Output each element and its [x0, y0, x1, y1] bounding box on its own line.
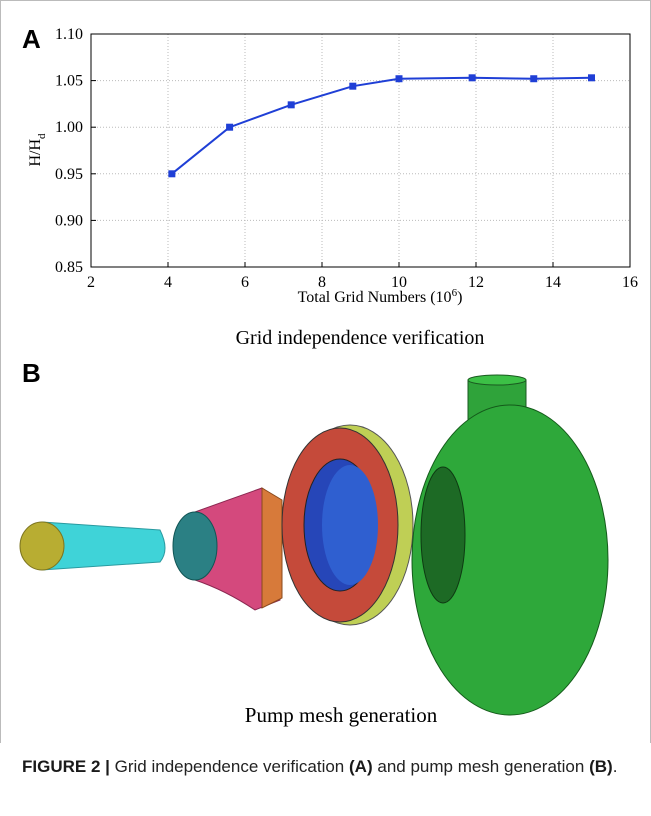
y-axis-label-text: H/H — [27, 139, 44, 167]
y-tick-label: 0.95 — [55, 166, 83, 183]
y-tick-label: 1.05 — [55, 73, 83, 90]
panel-label: B — [22, 358, 41, 388]
pump-mesh — [20, 375, 608, 715]
data-point — [588, 74, 595, 81]
x-axis-label-tail: ) — [457, 289, 462, 306]
data-point — [530, 75, 537, 82]
caption-text: and pump mesh generation — [377, 757, 584, 776]
x-tick-label: 6 — [241, 274, 249, 291]
y-tick-label: 0.85 — [55, 259, 83, 276]
x-tick-label: 2 — [87, 274, 95, 291]
x-tick-label: 16 — [622, 274, 638, 291]
figure: A B Grid independence verification Pump … — [0, 0, 651, 742]
caption-ref: (B) — [589, 757, 613, 776]
y-tick-label: 0.90 — [55, 212, 83, 229]
data-point — [226, 124, 233, 131]
data-point — [288, 101, 295, 108]
x-tick-label: 8 — [318, 274, 326, 291]
panel-label: A — [22, 24, 41, 54]
y-axis-label-sub: d — [36, 133, 48, 139]
data-point — [469, 74, 476, 81]
x-tick-label: 10 — [391, 274, 407, 291]
y-axis-label: H/Hd — [27, 133, 48, 167]
x-tick-label: 12 — [468, 274, 484, 291]
data-line — [172, 78, 592, 174]
data-point — [349, 83, 356, 90]
y-tick-label: 1.10 — [55, 26, 83, 43]
x-tick-label: 14 — [545, 274, 561, 291]
caption-figure-number: FIGURE 2 | — [22, 757, 110, 776]
caption-text: Grid independence verification — [115, 757, 345, 776]
x-tick-label: 4 — [164, 274, 172, 291]
data-point — [396, 75, 403, 82]
x-axis-label-text: Total Grid Numbers (10 — [298, 289, 452, 306]
data-point — [168, 170, 175, 177]
caption-ref: (A) — [349, 757, 373, 776]
chart-caption: Grid independence verification — [236, 327, 485, 349]
page: A B Grid independence verification Pump … — [0, 0, 651, 816]
plot-frame — [91, 34, 630, 267]
figure-caption: FIGURE 2 | Grid independence verificatio… — [22, 752, 622, 782]
caption-text: . — [613, 757, 618, 776]
panel-caption: Pump mesh generation — [245, 703, 438, 727]
y-tick-label: 1.00 — [55, 119, 83, 136]
